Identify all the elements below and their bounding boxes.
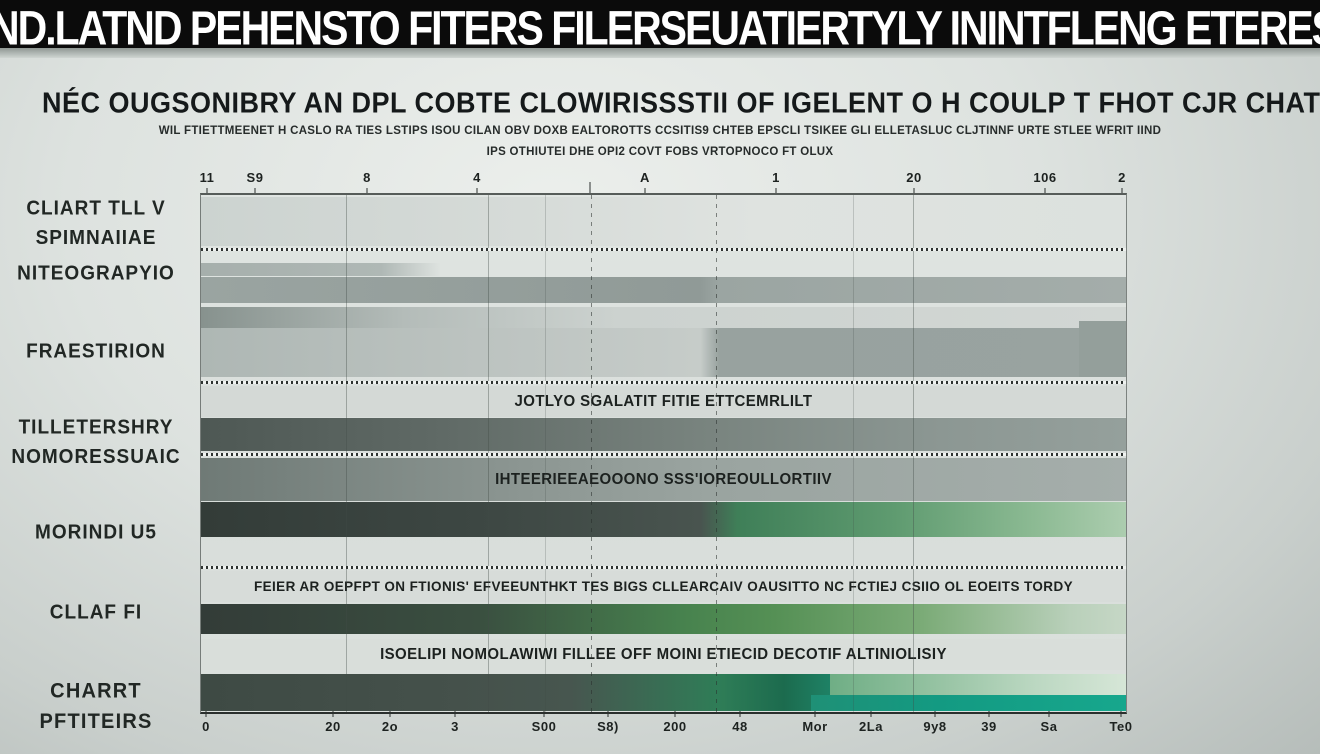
y-label-4: TILLETERSHRY NOMORESSUAIC (0, 414, 192, 472)
bottom-tick-mark (543, 711, 545, 717)
top-tick-label: A (640, 170, 650, 185)
y-label-line: CHARRT PFTITEIRS (39, 679, 153, 734)
bottom-tick-mark (814, 711, 816, 717)
y-label-line: TILLETERSHRY (18, 416, 174, 439)
bottom-tick-label: 9y8 (923, 719, 947, 734)
bottom-tick-label: 48 (732, 719, 748, 734)
top-tick-mark (913, 188, 915, 194)
annotation-band-1: JOTLYO SGALATIT FITIE ETTCEMRLILT (201, 386, 1126, 417)
bottom-tick-mark (674, 711, 676, 717)
y-label-2: NITEOGRAPYIO (0, 259, 192, 288)
bar-row-1 (201, 197, 1126, 246)
bottom-tick-label: Mor (802, 719, 828, 734)
bottom-tick-label: 20 (325, 719, 341, 734)
top-axis: 11 S9 8 4 A 1 20 106 2 (199, 170, 1126, 194)
bottom-tick-mark (454, 711, 456, 717)
annotation-text-4: ISOELIPI NOMOLAWIWI FILLEE OFF MOINI ETI… (380, 645, 947, 664)
bottom-axis: 0 20 2o 3 S00 S8) 200 48 Mor 2La 9y8 39 … (200, 711, 1132, 742)
top-tick-mark (644, 188, 646, 194)
top-tick-mark (254, 188, 256, 194)
banner-title: ND.LATND PEHENSTO FITERS FILERSEUATIERTY… (0, 1, 1320, 48)
bar-row-3-top (201, 307, 1126, 328)
bar-row-5 (201, 502, 1126, 537)
top-tick-mark (589, 182, 591, 194)
bottom-tick-mark (607, 711, 609, 717)
bar-row-3-step (1079, 321, 1126, 377)
top-tick-label: 2 (1118, 170, 1126, 185)
plot-area: JOTLYO SGALATIT FITIE ETTCEMRLILT IHTEER… (200, 193, 1127, 714)
top-tick-label: 4 (473, 170, 481, 185)
top-tick-mark (206, 188, 208, 194)
annotation-text-2: IHTEERIEEAEOOONO SSS'IOREOULLORTIIV (495, 470, 832, 489)
bottom-tick-label: 2o (381, 719, 399, 734)
bottom-tick-mark (205, 711, 207, 717)
top-tick-label: 11 (199, 170, 215, 185)
bottom-tick-label: Sa (1040, 719, 1058, 734)
y-label-line: CLIART TLL V (26, 197, 166, 220)
bottom-tick-label: 0 (202, 719, 210, 734)
bottom-tick-label: S8) (597, 719, 619, 734)
banner: ND.LATND PEHENSTO FITERS FILERSEUATIERTY… (0, 0, 1320, 48)
y-label-3: FRAESTIRION (0, 337, 192, 366)
top-tick-mark (775, 188, 777, 194)
top-tick-mark (476, 188, 478, 194)
bottom-tick-label: 39 (981, 719, 997, 734)
bottom-tick-label: 200 (663, 719, 687, 734)
y-label-5: MORINDI U5 (0, 518, 192, 547)
annotation-text-1: JOTLYO SGALATIT FITIE ETTCEMRLILT (514, 392, 813, 411)
top-tick-label: 20 (906, 170, 922, 185)
annotation-band-2: IHTEERIEEAEOOONO SSS'IOREOULLORTIIV (201, 458, 1126, 501)
bottom-tick-mark (870, 711, 872, 717)
top-tick-mark (1121, 188, 1123, 194)
chart-title: NÉC OUGSONIBRY AN DPL COBTE CLOWIRISSSTI… (42, 87, 1320, 119)
bottom-tick-mark (1048, 711, 1050, 717)
top-tick-label: 8 (363, 170, 371, 185)
y-label-6: CLLAF FI (0, 598, 192, 627)
y-label-line: MORINDI U5 (35, 521, 157, 544)
bottom-tick-mark (332, 711, 334, 717)
bottom-tick-mark (934, 711, 936, 717)
bar-row-4 (201, 418, 1126, 451)
bottom-tick-mark (389, 711, 391, 717)
bar-row-7-highlight (830, 674, 1126, 695)
chart-subtitle-2: IPS OTHIUTEI DHE OPI2 COVT FOBS VRTOPNOC… (486, 146, 834, 158)
y-label-1: CLIART TLL V SPIMNAIIAE (0, 195, 192, 253)
dotted-separator (201, 248, 1126, 251)
bottom-tick-mark (988, 711, 990, 717)
dotted-separator (201, 381, 1126, 384)
bottom-tick-mark (739, 711, 741, 717)
bottom-tick-label: 2La (859, 719, 883, 734)
y-label-line: CLLAF FI (49, 601, 143, 624)
bar-row-2-sub (201, 263, 441, 276)
banner-shadow (0, 48, 1320, 58)
top-tick-label: 1 (772, 170, 780, 185)
dotted-separator (201, 453, 1126, 456)
bar-row-7-teal-strip (811, 695, 1126, 711)
y-label-line: SPIMNAIIAE (35, 226, 157, 249)
y-label-line: NITEOGRAPYIO (17, 262, 175, 285)
bottom-tick-mark (1120, 711, 1122, 717)
dotted-separator (201, 566, 1126, 569)
bottom-tick-label: S00 (531, 719, 557, 734)
top-tick-label: S9 (246, 170, 264, 185)
y-label-line: NOMORESSUAIC (11, 445, 181, 468)
top-tick-label: 106 (1033, 170, 1057, 185)
annotation-text-3: FEIER AR OEPFPT ON FTIONIS' EFVEEUNTHKT … (253, 578, 1074, 595)
annotation-band-3: FEIER AR OEPFPT ON FTIONIS' EFVEEUNTHKT … (201, 571, 1126, 602)
bar-row-3 (201, 328, 1126, 377)
bar-row-2 (201, 277, 1126, 303)
bottom-tick-label: 3 (451, 719, 459, 734)
bar-row-6 (201, 604, 1126, 634)
bottom-tick-label: Te0 (1109, 719, 1133, 734)
top-tick-mark (1044, 188, 1046, 194)
y-label-7: CHARRT PFTITEIRS (0, 677, 192, 738)
top-tick-mark (366, 188, 368, 194)
annotation-band-4: ISOELIPI NOMOLAWIWI FILLEE OFF MOINI ETI… (201, 639, 1126, 670)
chart-subtitle-1: WIL FTIETTMEENET H CASLO RA TIES LSTIPS … (158, 125, 1162, 137)
y-label-line: FRAESTIRION (26, 340, 166, 363)
y-axis-labels: CLIART TLL V SPIMNAIIAE NITEOGRAPYIO FRA… (0, 193, 196, 733)
